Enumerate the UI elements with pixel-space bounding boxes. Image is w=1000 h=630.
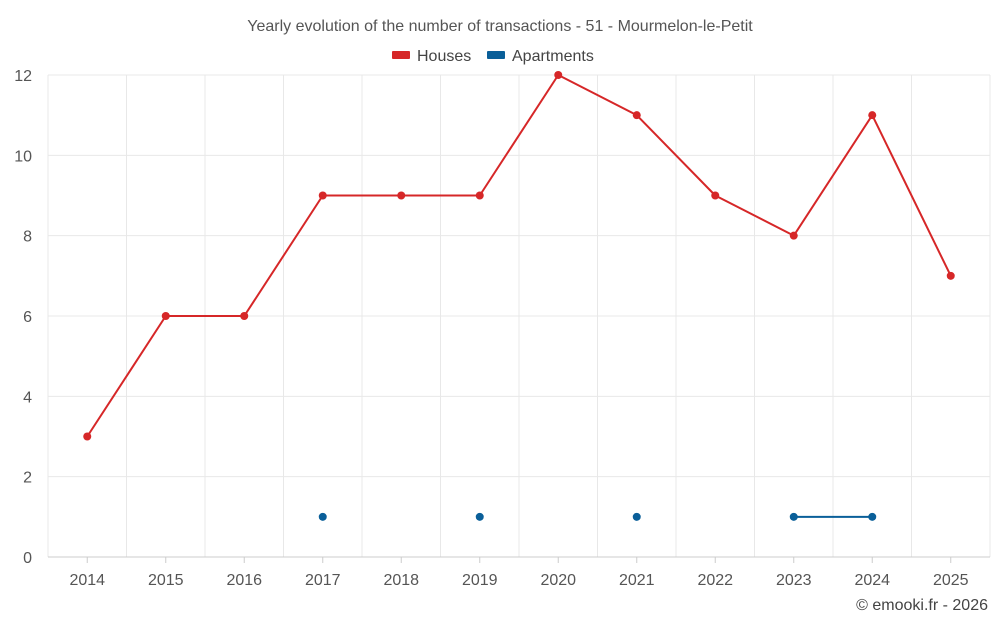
data-point-houses[interactable] <box>632 111 641 120</box>
x-tick-label: 2022 <box>697 572 733 589</box>
credit-text: © emooki.fr - 2026 <box>856 597 988 614</box>
data-point-apartments[interactable] <box>318 512 327 521</box>
y-tick-label: 2 <box>23 470 32 487</box>
data-point-apartments[interactable] <box>789 512 798 521</box>
legend-item-houses[interactable]: Houses <box>392 48 471 65</box>
y-tick-label: 8 <box>23 229 32 246</box>
data-point-houses[interactable] <box>161 312 170 320</box>
data-point-houses[interactable] <box>83 432 92 441</box>
data-point-houses[interactable] <box>318 191 327 200</box>
y-tick-label: 12 <box>14 68 32 85</box>
x-axis: 2014 2015 2016 2017 2018 2019 2020 2021 2022 2023… <box>48 556 990 589</box>
data-point-apartments[interactable] <box>475 512 484 521</box>
data-point-apartments[interactable] <box>632 512 641 521</box>
data-point-houses[interactable] <box>475 191 484 200</box>
x-tick-label: 2016 <box>226 572 262 589</box>
chart-title: Yearly evolution of the number of transa… <box>247 18 753 35</box>
data-point-houses[interactable] <box>397 191 406 200</box>
x-tick-label: 2023 <box>776 572 812 589</box>
x-tick-label: 2021 <box>619 572 655 589</box>
x-tick-label: 2014 <box>69 572 105 589</box>
legend-swatch-apartments <box>487 51 505 59</box>
series-layer <box>83 71 955 521</box>
legend-item-apartments[interactable]: Apartments <box>487 48 594 65</box>
data-point-houses[interactable] <box>554 71 563 79</box>
data-point-houses[interactable] <box>868 111 877 120</box>
grid <box>47 74 991 557</box>
data-point-apartments[interactable] <box>868 512 877 521</box>
data-point-houses[interactable] <box>946 271 955 280</box>
y-tick-label: 0 <box>23 550 32 567</box>
series-apartments <box>318 512 877 521</box>
y-axis: 0 2 4 6 8 10 12 <box>14 68 32 567</box>
y-tick-label: 10 <box>14 148 32 165</box>
series-line-houses <box>86 74 952 438</box>
series-houses <box>83 71 955 441</box>
data-point-houses[interactable] <box>789 231 798 240</box>
data-point-houses[interactable] <box>240 312 249 320</box>
y-tick-label: 4 <box>23 389 32 406</box>
x-tick-label: 2019 <box>462 572 498 589</box>
x-tick-label: 2018 <box>383 572 419 589</box>
legend-swatch-houses <box>392 51 410 59</box>
legend: Houses Apartments <box>392 48 594 65</box>
legend-label-apartments: Apartments <box>512 48 594 65</box>
x-tick-label: 2025 <box>933 572 969 589</box>
data-point-houses[interactable] <box>711 191 720 200</box>
x-tick-label: 2020 <box>540 572 576 589</box>
x-tick-label: 2017 <box>305 572 341 589</box>
legend-label-houses: Houses <box>417 48 471 65</box>
x-tick-label: 2015 <box>148 572 184 589</box>
y-tick-label: 6 <box>23 309 32 326</box>
x-tick-label: 2024 <box>854 572 890 589</box>
